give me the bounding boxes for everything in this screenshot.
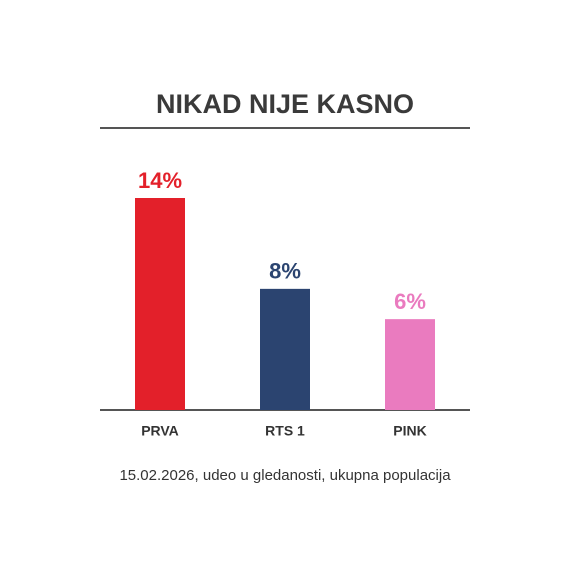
- bar: [260, 288, 310, 410]
- value-label: 6%: [394, 289, 426, 314]
- bar: [385, 319, 435, 410]
- note: 15.02.2026, udeo u gledanosti, ukupna po…: [119, 467, 451, 484]
- x-tick-label: PINK: [393, 423, 426, 439]
- value-label: 14%: [138, 168, 182, 193]
- chart-title: NIKAD NIJE KASNO: [156, 89, 414, 119]
- value-label: 8%: [269, 259, 301, 284]
- x-tick-label: RTS 1: [265, 423, 305, 439]
- bar: [135, 198, 185, 410]
- x-tick-label: PRVA: [141, 423, 179, 439]
